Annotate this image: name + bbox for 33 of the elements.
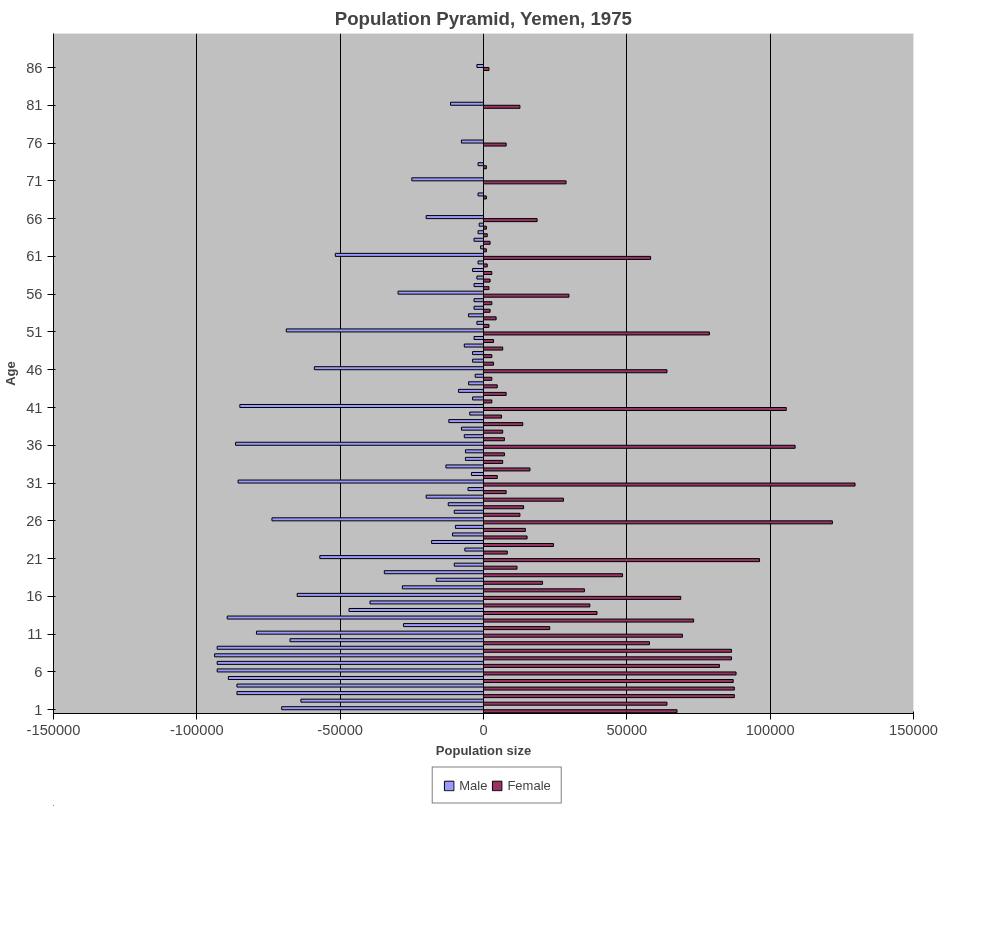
x-tick-label: 50000 bbox=[606, 721, 648, 738]
y-tick-label: 86 bbox=[26, 59, 43, 76]
legend-label: Male bbox=[459, 777, 488, 793]
y-tick-label: 11 bbox=[27, 626, 43, 643]
y-tick-label: 31 bbox=[26, 475, 43, 492]
y-tick-label: 16 bbox=[26, 588, 43, 605]
x-tick-label: 100000 bbox=[745, 721, 795, 738]
y-tick-label: 71 bbox=[26, 172, 43, 189]
y-tick-label: 81 bbox=[26, 97, 43, 114]
chart-title: Population Pyramid, Yemen, 1975 bbox=[334, 7, 632, 29]
y-tick-label: 61 bbox=[26, 248, 43, 265]
y-tick-label: 36 bbox=[26, 437, 43, 454]
y-tick-label: 56 bbox=[26, 286, 43, 303]
y-tick-label: 21 bbox=[26, 550, 43, 567]
legend-label: Female bbox=[507, 777, 551, 793]
y-tick-label: 6 bbox=[34, 663, 43, 680]
y-tick-label: 1 bbox=[34, 701, 43, 718]
y-tick-label: 51 bbox=[26, 323, 43, 340]
x-tick-label: -100000 bbox=[169, 721, 224, 738]
y-tick-label: 76 bbox=[26, 135, 43, 152]
x-tick-label: 150000 bbox=[889, 721, 938, 738]
y-tick-label: 66 bbox=[26, 210, 43, 227]
bar bbox=[477, 162, 484, 167]
x-axis-title: Population size bbox=[435, 742, 532, 758]
y-tick-label: 41 bbox=[26, 399, 43, 416]
bar bbox=[477, 192, 484, 197]
x-tick-label: -150000 bbox=[26, 721, 81, 738]
x-tick-label: 0 bbox=[479, 721, 488, 738]
y-axis-title: Age bbox=[3, 361, 19, 386]
y-tick-label: 26 bbox=[26, 512, 43, 529]
bar bbox=[477, 230, 484, 235]
y-tick-label: 46 bbox=[26, 361, 43, 378]
x-tick-label: -50000 bbox=[317, 721, 363, 738]
